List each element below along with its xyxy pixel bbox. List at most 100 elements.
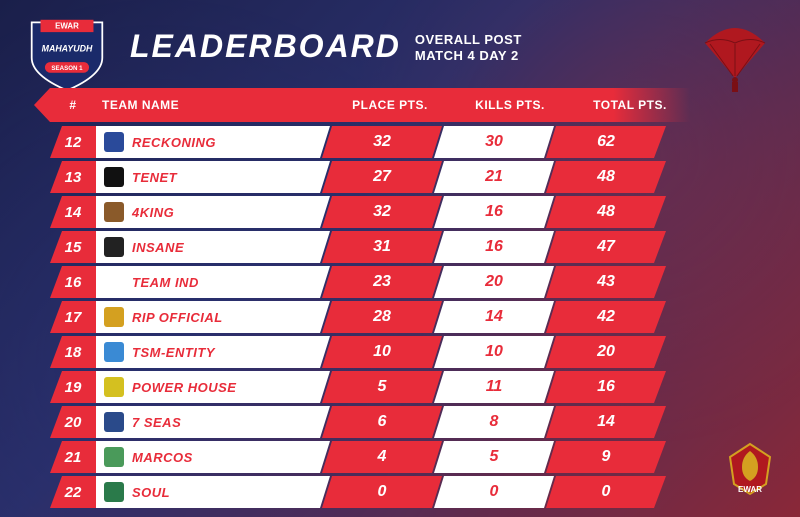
kills-pts-cell: 21 (434, 161, 554, 193)
team-logo-icon (104, 272, 124, 292)
team-name: RIP OFFICIAL (132, 310, 223, 325)
rank-cell: 19 (50, 371, 96, 403)
ewar-corner-logo: EWAR (720, 439, 780, 499)
place-pts-cell: 23 (322, 266, 442, 298)
place-pts: 6 (378, 413, 387, 431)
team-cell: TSM-ENTITY (96, 336, 330, 368)
team-cell: INSANE (96, 231, 330, 263)
rank-cell: 14 (50, 196, 96, 228)
place-pts-cell: 31 (322, 231, 442, 263)
place-pts: 10 (373, 343, 391, 361)
total-pts-cell: 62 (546, 126, 666, 158)
team-logo-icon (104, 202, 124, 222)
team-name: POWER HOUSE (132, 380, 236, 395)
rank-cell: 13 (50, 161, 96, 193)
leaderboard-rows: 12RECKONING32306213TENET272148144KING321… (50, 126, 690, 508)
place-pts: 4 (378, 448, 387, 466)
total-pts-cell: 20 (546, 336, 666, 368)
team-logo-icon (104, 412, 124, 432)
team-cell: 4KING (96, 196, 330, 228)
total-pts: 43 (597, 273, 615, 291)
team-logo-icon (104, 132, 124, 152)
kills-pts-cell: 16 (434, 231, 554, 263)
title-subtitle: OVERALL POST MATCH 4 DAY 2 (415, 28, 522, 65)
rank-value: 22 (65, 484, 82, 501)
kills-pts: 16 (485, 203, 503, 221)
place-pts: 32 (373, 133, 391, 151)
place-pts-cell: 5 (322, 371, 442, 403)
team-name: RECKONING (132, 135, 216, 150)
kills-pts: 5 (490, 448, 499, 466)
leaderboard: # TEAM NAME PLACE PTS. KILLS PTS. TOTAL … (50, 88, 690, 511)
kills-pts: 11 (486, 378, 503, 396)
team-name: INSANE (132, 240, 184, 255)
kills-pts-cell: 20 (434, 266, 554, 298)
rank-cell: 22 (50, 476, 96, 508)
kills-pts-cell: 11 (434, 371, 554, 403)
rank-value: 18 (65, 344, 82, 361)
team-cell: SOUL (96, 476, 330, 508)
svg-text:EWAR: EWAR (55, 22, 79, 31)
event-logo-shield: EWAR MAHAYUDH SEASON 1 (22, 18, 112, 93)
team-name: MARCOS (132, 450, 193, 465)
rank-cell: 12 (50, 126, 96, 158)
team-cell: MARCOS (96, 441, 330, 473)
total-pts: 14 (597, 413, 615, 431)
team-logo-icon (104, 482, 124, 502)
team-cell: RECKONING (96, 126, 330, 158)
place-pts: 32 (373, 203, 391, 221)
total-pts: 48 (597, 203, 615, 221)
place-pts-cell: 28 (322, 301, 442, 333)
kills-pts-cell: 0 (434, 476, 554, 508)
total-pts-cell: 47 (546, 231, 666, 263)
place-pts: 0 (378, 483, 387, 501)
title-main: LEADERBOARD (130, 28, 401, 65)
place-pts-cell: 32 (322, 126, 442, 158)
total-pts-cell: 9 (546, 441, 666, 473)
rank-value: 14 (65, 204, 82, 221)
leaderboard-header: # TEAM NAME PLACE PTS. KILLS PTS. TOTAL … (50, 88, 690, 122)
svg-text:SEASON 1: SEASON 1 (51, 65, 83, 72)
rank-value: 15 (65, 239, 82, 256)
team-name: TENET (132, 170, 177, 185)
team-name: TSM-ENTITY (132, 345, 215, 360)
place-pts-cell: 0 (322, 476, 442, 508)
rank-cell: 21 (50, 441, 96, 473)
rank-cell: 20 (50, 406, 96, 438)
place-pts-cell: 32 (322, 196, 442, 228)
kills-pts: 8 (490, 413, 499, 431)
header-kills: KILLS PTS. (450, 98, 570, 112)
total-pts: 9 (602, 448, 611, 466)
team-name: TEAM IND (132, 275, 199, 290)
table-row: 16 TEAM IND 2320 43 (50, 266, 690, 298)
place-pts: 5 (378, 378, 387, 396)
kills-pts-cell: 16 (434, 196, 554, 228)
svg-text:EWAR: EWAR (738, 485, 762, 494)
kills-pts: 21 (485, 168, 503, 186)
rank-cell: 15 (50, 231, 96, 263)
table-row: 21 MARCOS 4 5 9 (50, 441, 690, 473)
rank-value: 13 (65, 169, 82, 186)
team-logo-icon (104, 377, 124, 397)
total-pts-cell: 48 (546, 161, 666, 193)
team-cell: TEAM IND (96, 266, 330, 298)
total-pts-cell: 42 (546, 301, 666, 333)
subtitle-line2: MATCH 4 DAY 2 (415, 48, 522, 64)
total-pts: 42 (597, 308, 615, 326)
header-rank: # (50, 98, 96, 112)
kills-pts: 10 (485, 343, 503, 361)
team-logo-icon (104, 342, 124, 362)
total-pts-cell: 14 (546, 406, 666, 438)
rank-value: 16 (65, 274, 82, 291)
place-pts: 31 (373, 238, 391, 256)
team-cell: RIP OFFICIAL (96, 301, 330, 333)
title-block: LEADERBOARD OVERALL POST MATCH 4 DAY 2 (130, 28, 522, 65)
total-pts: 47 (597, 238, 615, 256)
table-row: 22SOUL000 (50, 476, 690, 508)
place-pts: 27 (373, 168, 391, 186)
kills-pts: 14 (485, 308, 503, 326)
total-pts: 20 (597, 343, 615, 361)
subtitle-line1: OVERALL POST (415, 32, 522, 48)
table-row: 18 TSM-ENTITY 10 10 20 (50, 336, 690, 368)
kills-pts-cell: 8 (434, 406, 554, 438)
